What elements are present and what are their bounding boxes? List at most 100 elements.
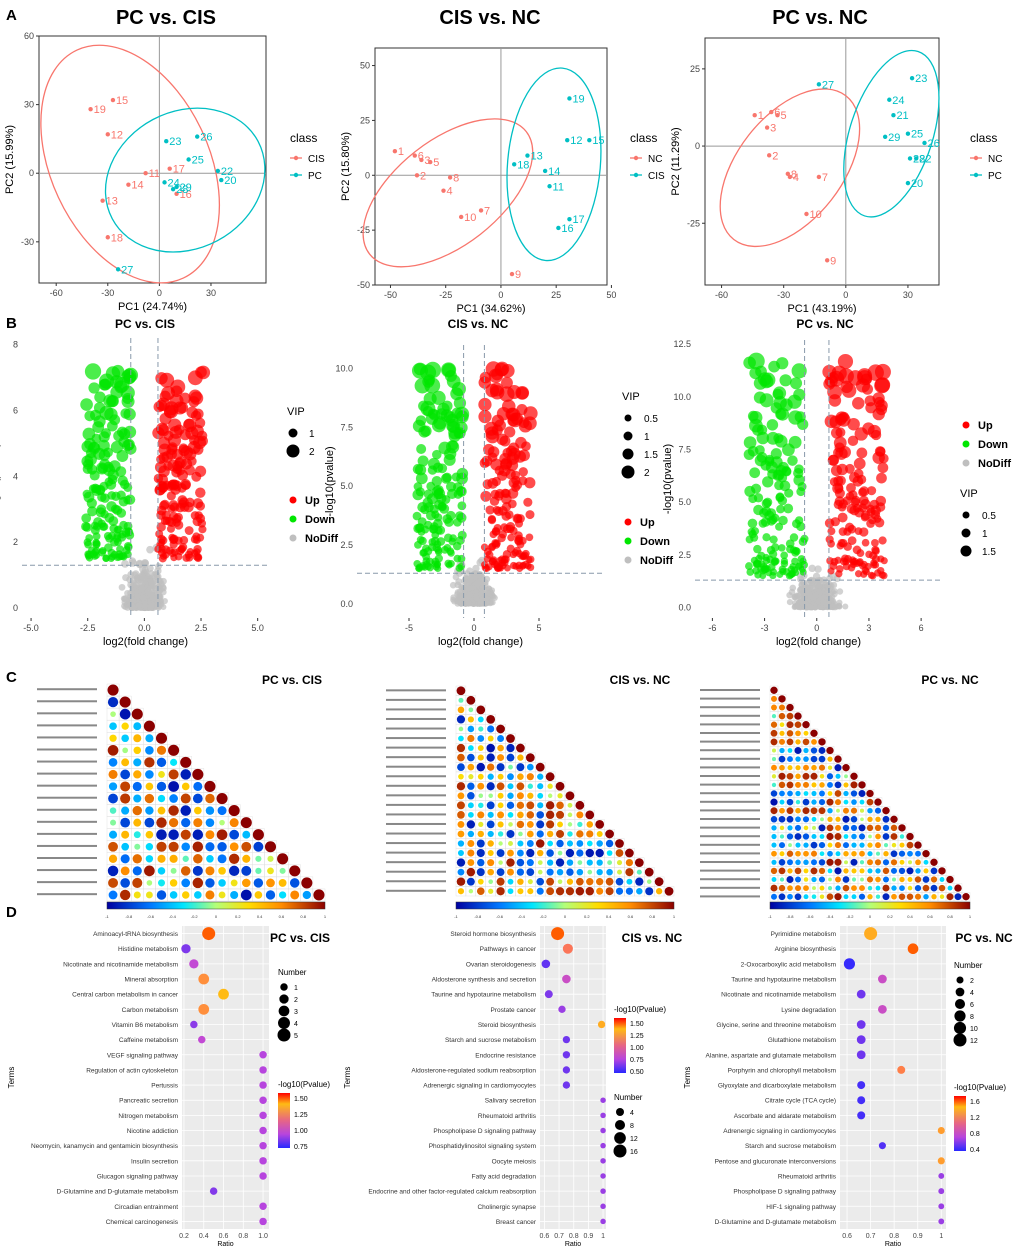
correlation-dot bbox=[771, 782, 777, 788]
metabolite-point bbox=[852, 475, 864, 487]
correlation-dot bbox=[615, 877, 624, 886]
term-label: Mineral absorption bbox=[125, 977, 179, 984]
sample-label: 23 bbox=[169, 136, 181, 148]
metabolite-point bbox=[491, 594, 498, 602]
correlation-dot bbox=[168, 744, 180, 756]
correlation-dot bbox=[771, 695, 777, 702]
correlation-dot bbox=[526, 848, 535, 858]
color-scale-label: -0.2 bbox=[847, 914, 855, 919]
correlation-dot bbox=[834, 790, 842, 797]
row-label-placeholder bbox=[700, 826, 760, 829]
row-label-placeholder bbox=[37, 784, 97, 787]
color-scale-label: -0.4 bbox=[518, 914, 526, 919]
correlation-dot bbox=[576, 868, 584, 876]
number-legend-key bbox=[616, 1108, 624, 1116]
correlation-dot bbox=[625, 848, 634, 858]
correlation-dot bbox=[795, 850, 801, 857]
correlation-dot bbox=[467, 791, 475, 800]
correlation-dot bbox=[467, 782, 475, 790]
correlation-dot bbox=[168, 805, 179, 816]
sample-label: 15 bbox=[592, 135, 604, 147]
correlation-dot bbox=[536, 820, 545, 829]
metabolite-point bbox=[836, 603, 843, 610]
pvalue-legend-label: 1.00 bbox=[294, 1128, 308, 1135]
correlation-dot bbox=[586, 877, 594, 886]
correlation-dot bbox=[826, 773, 834, 780]
sample-point bbox=[447, 175, 453, 180]
correlation-dot bbox=[778, 884, 786, 892]
correlation-dot bbox=[914, 893, 922, 900]
metabolite-point bbox=[92, 539, 101, 548]
metabolite-point bbox=[485, 505, 495, 515]
correlation-dot bbox=[497, 773, 504, 780]
correlation-dot bbox=[566, 868, 574, 876]
chart-title: PC vs. CIS bbox=[262, 673, 322, 687]
correlation-dot bbox=[794, 824, 802, 831]
metabolite-point bbox=[760, 460, 771, 471]
correlation-dot bbox=[133, 831, 141, 839]
correlation-dot bbox=[899, 834, 905, 839]
correlation-dot bbox=[819, 885, 825, 891]
correlation-dot bbox=[795, 807, 801, 814]
metabolite-point bbox=[147, 590, 154, 598]
class-legend-key bbox=[962, 421, 970, 429]
vip-legend-label: 1 bbox=[309, 429, 315, 440]
legend-key-point bbox=[973, 155, 979, 161]
pvalue-legend-label: 0.4 bbox=[970, 1147, 980, 1154]
correlation-dot bbox=[636, 887, 643, 895]
row-label-placeholder bbox=[37, 844, 97, 847]
metabolite-point bbox=[160, 584, 167, 592]
metabolite-point bbox=[187, 370, 203, 386]
correlation-dot bbox=[771, 877, 777, 882]
correlation-dot bbox=[859, 885, 865, 892]
sample-label: 27 bbox=[822, 79, 834, 91]
correlation-dot bbox=[487, 725, 495, 733]
metabolite-point bbox=[525, 533, 534, 542]
row-label-placeholder bbox=[37, 712, 97, 715]
metabolite-point bbox=[84, 550, 92, 558]
sample-label: 28 bbox=[176, 184, 188, 196]
metabolite-point bbox=[157, 548, 167, 557]
correlation-dot bbox=[133, 770, 142, 779]
term-point bbox=[938, 1203, 945, 1210]
correlation-dot bbox=[787, 893, 793, 900]
chart-title: PC vs. CIS bbox=[116, 7, 216, 29]
correlation-dot bbox=[779, 825, 785, 831]
metabolite-point bbox=[116, 490, 126, 500]
correlation-dot bbox=[278, 878, 287, 887]
correlation-dot bbox=[786, 781, 794, 789]
metabolite-point bbox=[523, 406, 538, 421]
sample-label: 13 bbox=[530, 151, 542, 163]
correlation-dot bbox=[576, 840, 584, 847]
metabolite-point bbox=[89, 470, 100, 481]
metabolite-point bbox=[120, 408, 132, 419]
metabolite-point bbox=[808, 564, 816, 573]
vip-legend-label: 2 bbox=[644, 468, 650, 479]
panel-letter-c: C bbox=[6, 669, 17, 686]
metabolite-point bbox=[842, 603, 849, 610]
sample-point bbox=[891, 112, 896, 118]
correlation-dot bbox=[819, 894, 825, 899]
correlation-dot bbox=[537, 869, 543, 875]
correlation-dot bbox=[145, 843, 154, 851]
correlation-dot bbox=[255, 867, 262, 874]
term-point bbox=[937, 1157, 945, 1165]
metabolite-point bbox=[124, 589, 131, 597]
y-axis-label: PC2 (15.99%) bbox=[4, 125, 16, 194]
metabolite-point bbox=[490, 458, 503, 471]
metabolite-point bbox=[866, 486, 877, 496]
term-point bbox=[198, 973, 210, 985]
metabolite-point bbox=[783, 503, 794, 514]
color-scale-label: 0.2 bbox=[584, 914, 590, 919]
correlation-dot bbox=[859, 808, 865, 813]
metabolite-point bbox=[841, 383, 857, 398]
correlation-dot bbox=[526, 868, 535, 877]
term-point bbox=[259, 1141, 267, 1150]
correlation-dot bbox=[156, 841, 167, 852]
correlation-dot bbox=[313, 889, 325, 901]
metabolite-point bbox=[448, 426, 462, 440]
correlation-dot bbox=[467, 849, 475, 857]
correlation-dot bbox=[850, 858, 858, 866]
correlation-dot bbox=[858, 781, 866, 789]
